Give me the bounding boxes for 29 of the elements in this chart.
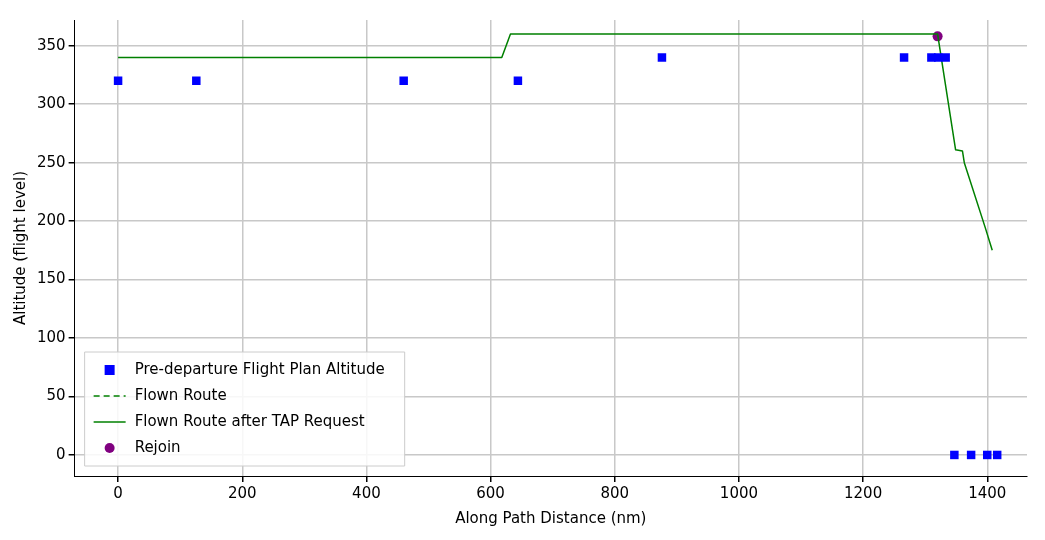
- x-tick-label: 1400: [968, 483, 1007, 502]
- legend-label: Flown Route: [134, 385, 227, 404]
- y-tick-label: 200: [36, 211, 66, 229]
- x-tick-label: 800: [600, 483, 630, 502]
- legend-label: Pre-departure Flight Plan Altitude: [134, 359, 385, 378]
- x-tick-label: 1200: [844, 483, 883, 502]
- point: [950, 450, 959, 460]
- point: [657, 53, 667, 62]
- legend-label: Rejoin: [134, 437, 181, 456]
- legend-label: Flown Route after TAP Request: [134, 411, 365, 430]
- point: [899, 53, 909, 62]
- x-axis-title: Along Path Distance (nm): [455, 508, 647, 527]
- point: [941, 53, 950, 62]
- x-tick-label: 0: [113, 483, 123, 502]
- point: [192, 76, 201, 86]
- y-tick-label: 250: [36, 152, 66, 171]
- y-axis-title: Altitude (flight level): [10, 170, 29, 326]
- x-tick-label: 1000: [719, 483, 759, 502]
- point: [983, 450, 992, 460]
- x-tick-label: 600: [476, 483, 505, 502]
- y-tick-label: 100: [36, 327, 66, 346]
- x-tick-label: 400: [352, 483, 381, 502]
- y-tick-label: 50: [46, 386, 66, 405]
- point: [399, 76, 408, 86]
- x-tick-label: 200: [227, 483, 257, 502]
- y-tick-label: 300: [36, 94, 66, 113]
- y-tick-label: 150: [36, 269, 66, 288]
- y-tick-label: 0: [56, 444, 66, 463]
- y-tick-label: 350: [36, 35, 66, 54]
